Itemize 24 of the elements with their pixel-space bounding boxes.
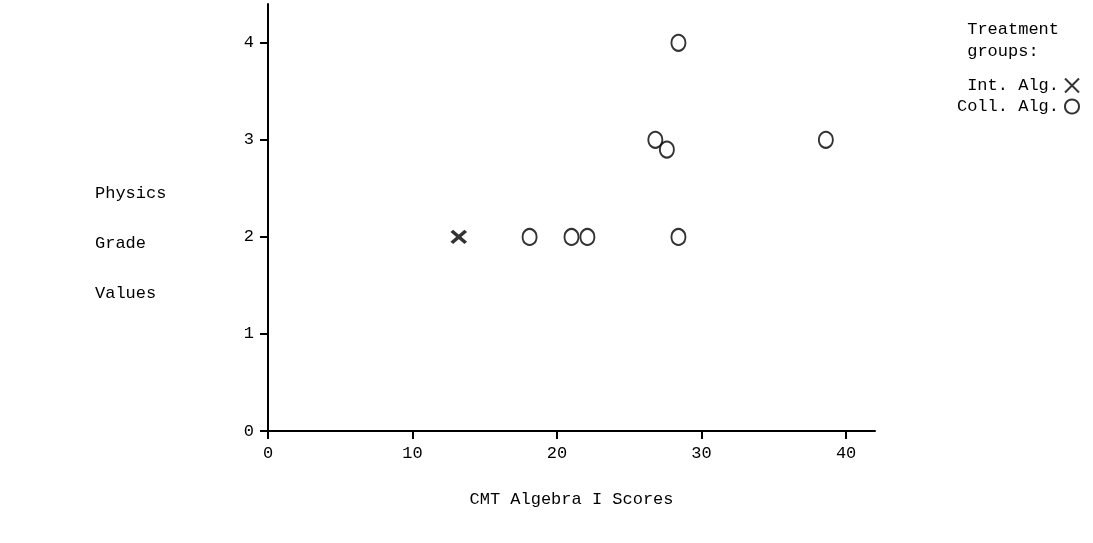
point (521, 227, 538, 246)
point (817, 130, 834, 149)
point (450, 229, 468, 245)
legend-label: Int. Alg. (967, 76, 1059, 95)
point (670, 227, 687, 246)
point (647, 130, 664, 149)
x-axis-title: CMT Algebra I Scores (469, 490, 674, 509)
y-tick-label: 3 (243, 130, 254, 150)
x-tick-label: 20 (546, 444, 568, 463)
point (658, 140, 675, 159)
y-tick-label: 2 (243, 227, 254, 247)
y-tick-label: 4 (243, 33, 254, 53)
legend-label: Coll. Alg. (956, 97, 1059, 116)
y-tick-label: 0 (243, 421, 254, 441)
x-tick-label: 10 (402, 444, 423, 463)
x-tick-label: 30 (691, 444, 712, 463)
y-tick-label: 1 (243, 324, 254, 344)
text: Physics Grade Values (95, 183, 167, 303)
point (579, 227, 596, 246)
point (563, 227, 580, 246)
x-tick-label: 40 (835, 444, 857, 463)
point (670, 33, 687, 52)
x-tick-label: 0 (262, 444, 274, 463)
legend-title: Treatment groups: (967, 19, 1060, 61)
